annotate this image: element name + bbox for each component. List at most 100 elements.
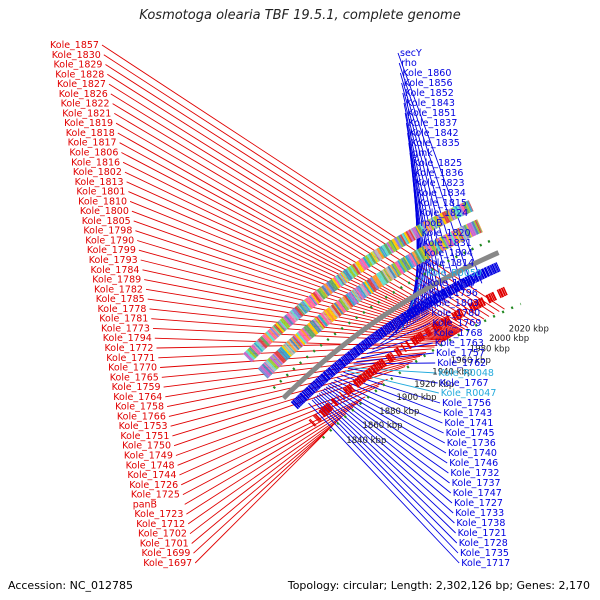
- minus-strand-gene: [362, 371, 370, 380]
- gene-label: Kole_1842: [410, 128, 459, 139]
- gene-label: Kole_1829: [54, 60, 103, 71]
- gene-label: Kole_1764: [113, 392, 162, 403]
- cog-category-block: [426, 219, 433, 232]
- cog-category-block: [445, 210, 452, 222]
- gene-label: Kole_1813: [75, 177, 124, 188]
- gene-label: Kole_1802: [73, 167, 122, 178]
- cog-category-block: [310, 293, 320, 304]
- cog-category-block: [269, 356, 281, 368]
- cog-category-block: [248, 347, 258, 357]
- leader-line: [161, 352, 426, 378]
- cog-category-block: [253, 342, 264, 353]
- gene-label: Kole_1733: [455, 508, 504, 519]
- cog-category-block: [460, 226, 468, 240]
- cog-category-block: [291, 336, 302, 348]
- cog-category-block: [459, 227, 467, 241]
- cog-category-block: [431, 240, 440, 254]
- cog-category-block: [306, 323, 317, 336]
- leader-line: [186, 406, 354, 515]
- gene-label: Kole_1797: [428, 278, 477, 289]
- cog-category-block: [446, 232, 455, 247]
- gene-label: panB: [133, 499, 157, 510]
- plus-strand-gene: [487, 265, 494, 276]
- cog-category-block: [428, 241, 438, 256]
- cog-category-block: [448, 231, 458, 246]
- gene-label: Kole_1822: [61, 99, 110, 110]
- cog-category-block: [474, 219, 482, 234]
- cog-category-block: [257, 339, 266, 349]
- cog-category-block: [350, 291, 359, 303]
- cog-category-block: [250, 345, 260, 356]
- cog-category-block: [408, 229, 416, 241]
- cog-category-block: [450, 208, 457, 220]
- plus-strand-gene: [480, 268, 488, 279]
- cog-category-block: [317, 314, 328, 327]
- plus-strand-gene: [379, 326, 388, 337]
- leader-line: [380, 312, 430, 345]
- plus-strand-gene: [342, 355, 350, 365]
- cog-category-block: [312, 319, 323, 331]
- cog-category-block: [306, 297, 315, 308]
- leader-line: [124, 171, 461, 333]
- kbp-label: 1840 kbp: [346, 436, 386, 446]
- cog-category-block: [454, 205, 462, 218]
- gene-label: Kole_1697: [143, 558, 192, 569]
- cog-category-block: [390, 239, 398, 252]
- plus-strand-gene: [372, 332, 379, 342]
- cog-category-block: [347, 292, 357, 306]
- cog-category-block: [423, 221, 431, 233]
- plus-strand-gene: [483, 266, 491, 278]
- cog-category-block: [355, 261, 364, 273]
- cog-category-block: [401, 233, 409, 245]
- cog-category-block: [257, 368, 269, 379]
- cog-category-block: [465, 224, 472, 238]
- cog-category-block: [301, 327, 313, 340]
- leader-line: [356, 352, 435, 363]
- cog-category-block: [336, 300, 347, 313]
- cog-category-block: [411, 251, 421, 265]
- gene-label: Kole_1736: [447, 438, 496, 449]
- gene-label: Kole_1701: [140, 539, 189, 550]
- leader-line: [402, 92, 452, 300]
- cog-category-block: [413, 251, 421, 264]
- gene-label: Kole_1728: [459, 538, 508, 549]
- gene-label: Kole_1738: [456, 518, 505, 529]
- gene-label: Kole_1732: [450, 468, 499, 479]
- gene-label: Kole_1762: [437, 358, 486, 369]
- cog-category-block: [282, 344, 293, 356]
- cog-category-block: [421, 246, 430, 260]
- leader-line: [187, 412, 347, 525]
- cog-category-block: [332, 303, 343, 316]
- cog-category-block: [384, 268, 393, 281]
- gene-label: Kole_1726: [129, 480, 178, 491]
- cog-category-block: [300, 328, 311, 341]
- cog-category-block: [299, 329, 310, 342]
- cog-category-block: [452, 229, 461, 244]
- minus-strand-gene: [374, 362, 382, 371]
- cog-category-block: [471, 221, 480, 235]
- cog-category-block: [386, 241, 395, 254]
- cog-category-block: [406, 254, 416, 268]
- cog-category-block: [467, 200, 474, 212]
- plus-strand-gene: [303, 389, 312, 398]
- cog-category-block: [442, 234, 452, 249]
- cog-category-block: [378, 246, 387, 258]
- plus-strand-gene: [451, 283, 458, 294]
- cog-category-block: [371, 276, 380, 289]
- minus-strand-gene: [453, 310, 461, 321]
- cog-category-block: [294, 306, 304, 317]
- gene-label: Kole_1836: [414, 168, 463, 179]
- minus-strand-gene: [498, 288, 505, 298]
- gene-label: Kole_1835: [411, 138, 460, 149]
- gene-label: Kole_1771: [106, 353, 155, 364]
- minus-strand-gene: [490, 292, 496, 302]
- cog-category-block: [290, 309, 300, 321]
- minus-strand-gene: [436, 321, 442, 330]
- minus-strand-gene: [324, 403, 333, 412]
- minus-strand-gene: [389, 351, 396, 360]
- cog-category-block: [274, 351, 286, 364]
- cog-category-block: [342, 270, 351, 281]
- plus-strand-gene: [435, 292, 442, 302]
- leader-line: [194, 429, 329, 564]
- cog-category-block: [279, 346, 291, 359]
